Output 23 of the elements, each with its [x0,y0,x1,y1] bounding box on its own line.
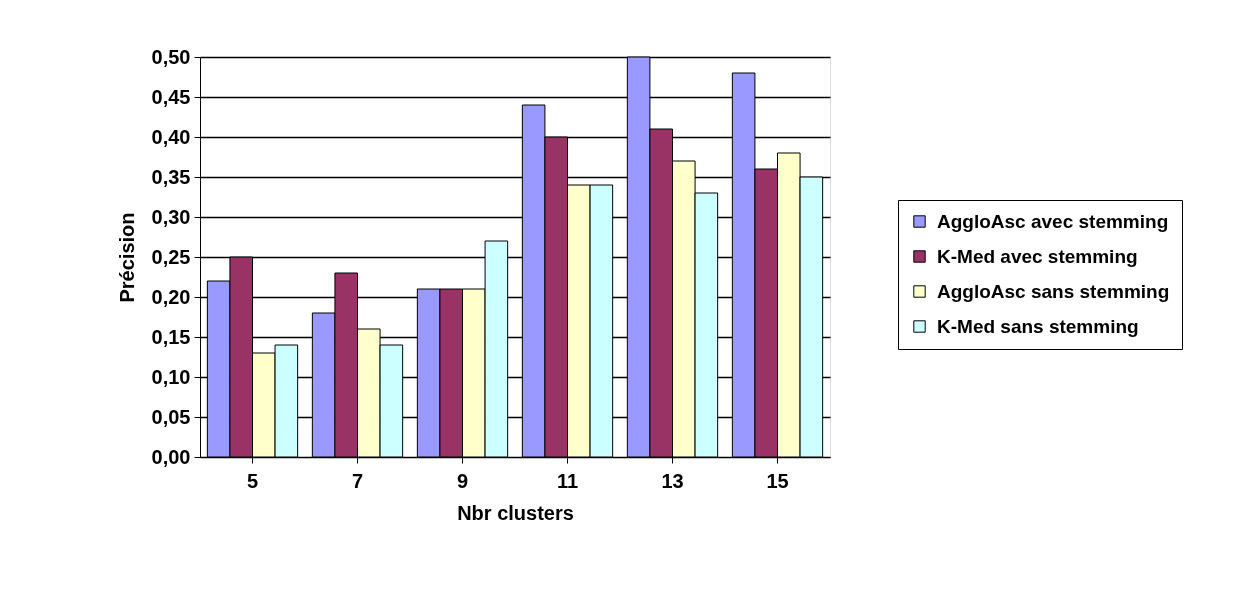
x-tick-label: 9 [456,469,469,492]
y-tick-label: 0,20 [151,285,191,308]
x-tick-label: 5 [246,469,259,492]
legend-label: AggloAsc avec stemming [937,210,1169,232]
y-tick-label: 0,40 [151,125,191,148]
y-tick-label: 0,05 [151,405,191,428]
y-axis-title: Précision [115,212,138,303]
y-tick-label: 0,00 [151,445,191,468]
x-tick-label: 15 [766,469,789,492]
x-tick-label: 11 [556,469,579,492]
x-axis-title: Nbr clusters [457,501,574,524]
y-tick-label: 0,45 [151,85,191,108]
y-tick-label: 0,35 [151,165,191,188]
y-tick-label: 0,50 [151,45,191,68]
legend-label: K-Med sans stemming [937,315,1139,337]
y-tick-label: 0,30 [151,205,191,228]
y-tick-label: 0,25 [151,245,191,268]
x-tick-label: 13 [661,469,684,492]
y-tick-label: 0,10 [151,365,191,388]
x-tick-label: 7 [351,469,364,492]
legend-label: AggloAsc sans stemming [937,280,1170,302]
legend-label: K-Med avec stemming [937,245,1138,267]
y-tick-label: 0,15 [151,325,191,348]
